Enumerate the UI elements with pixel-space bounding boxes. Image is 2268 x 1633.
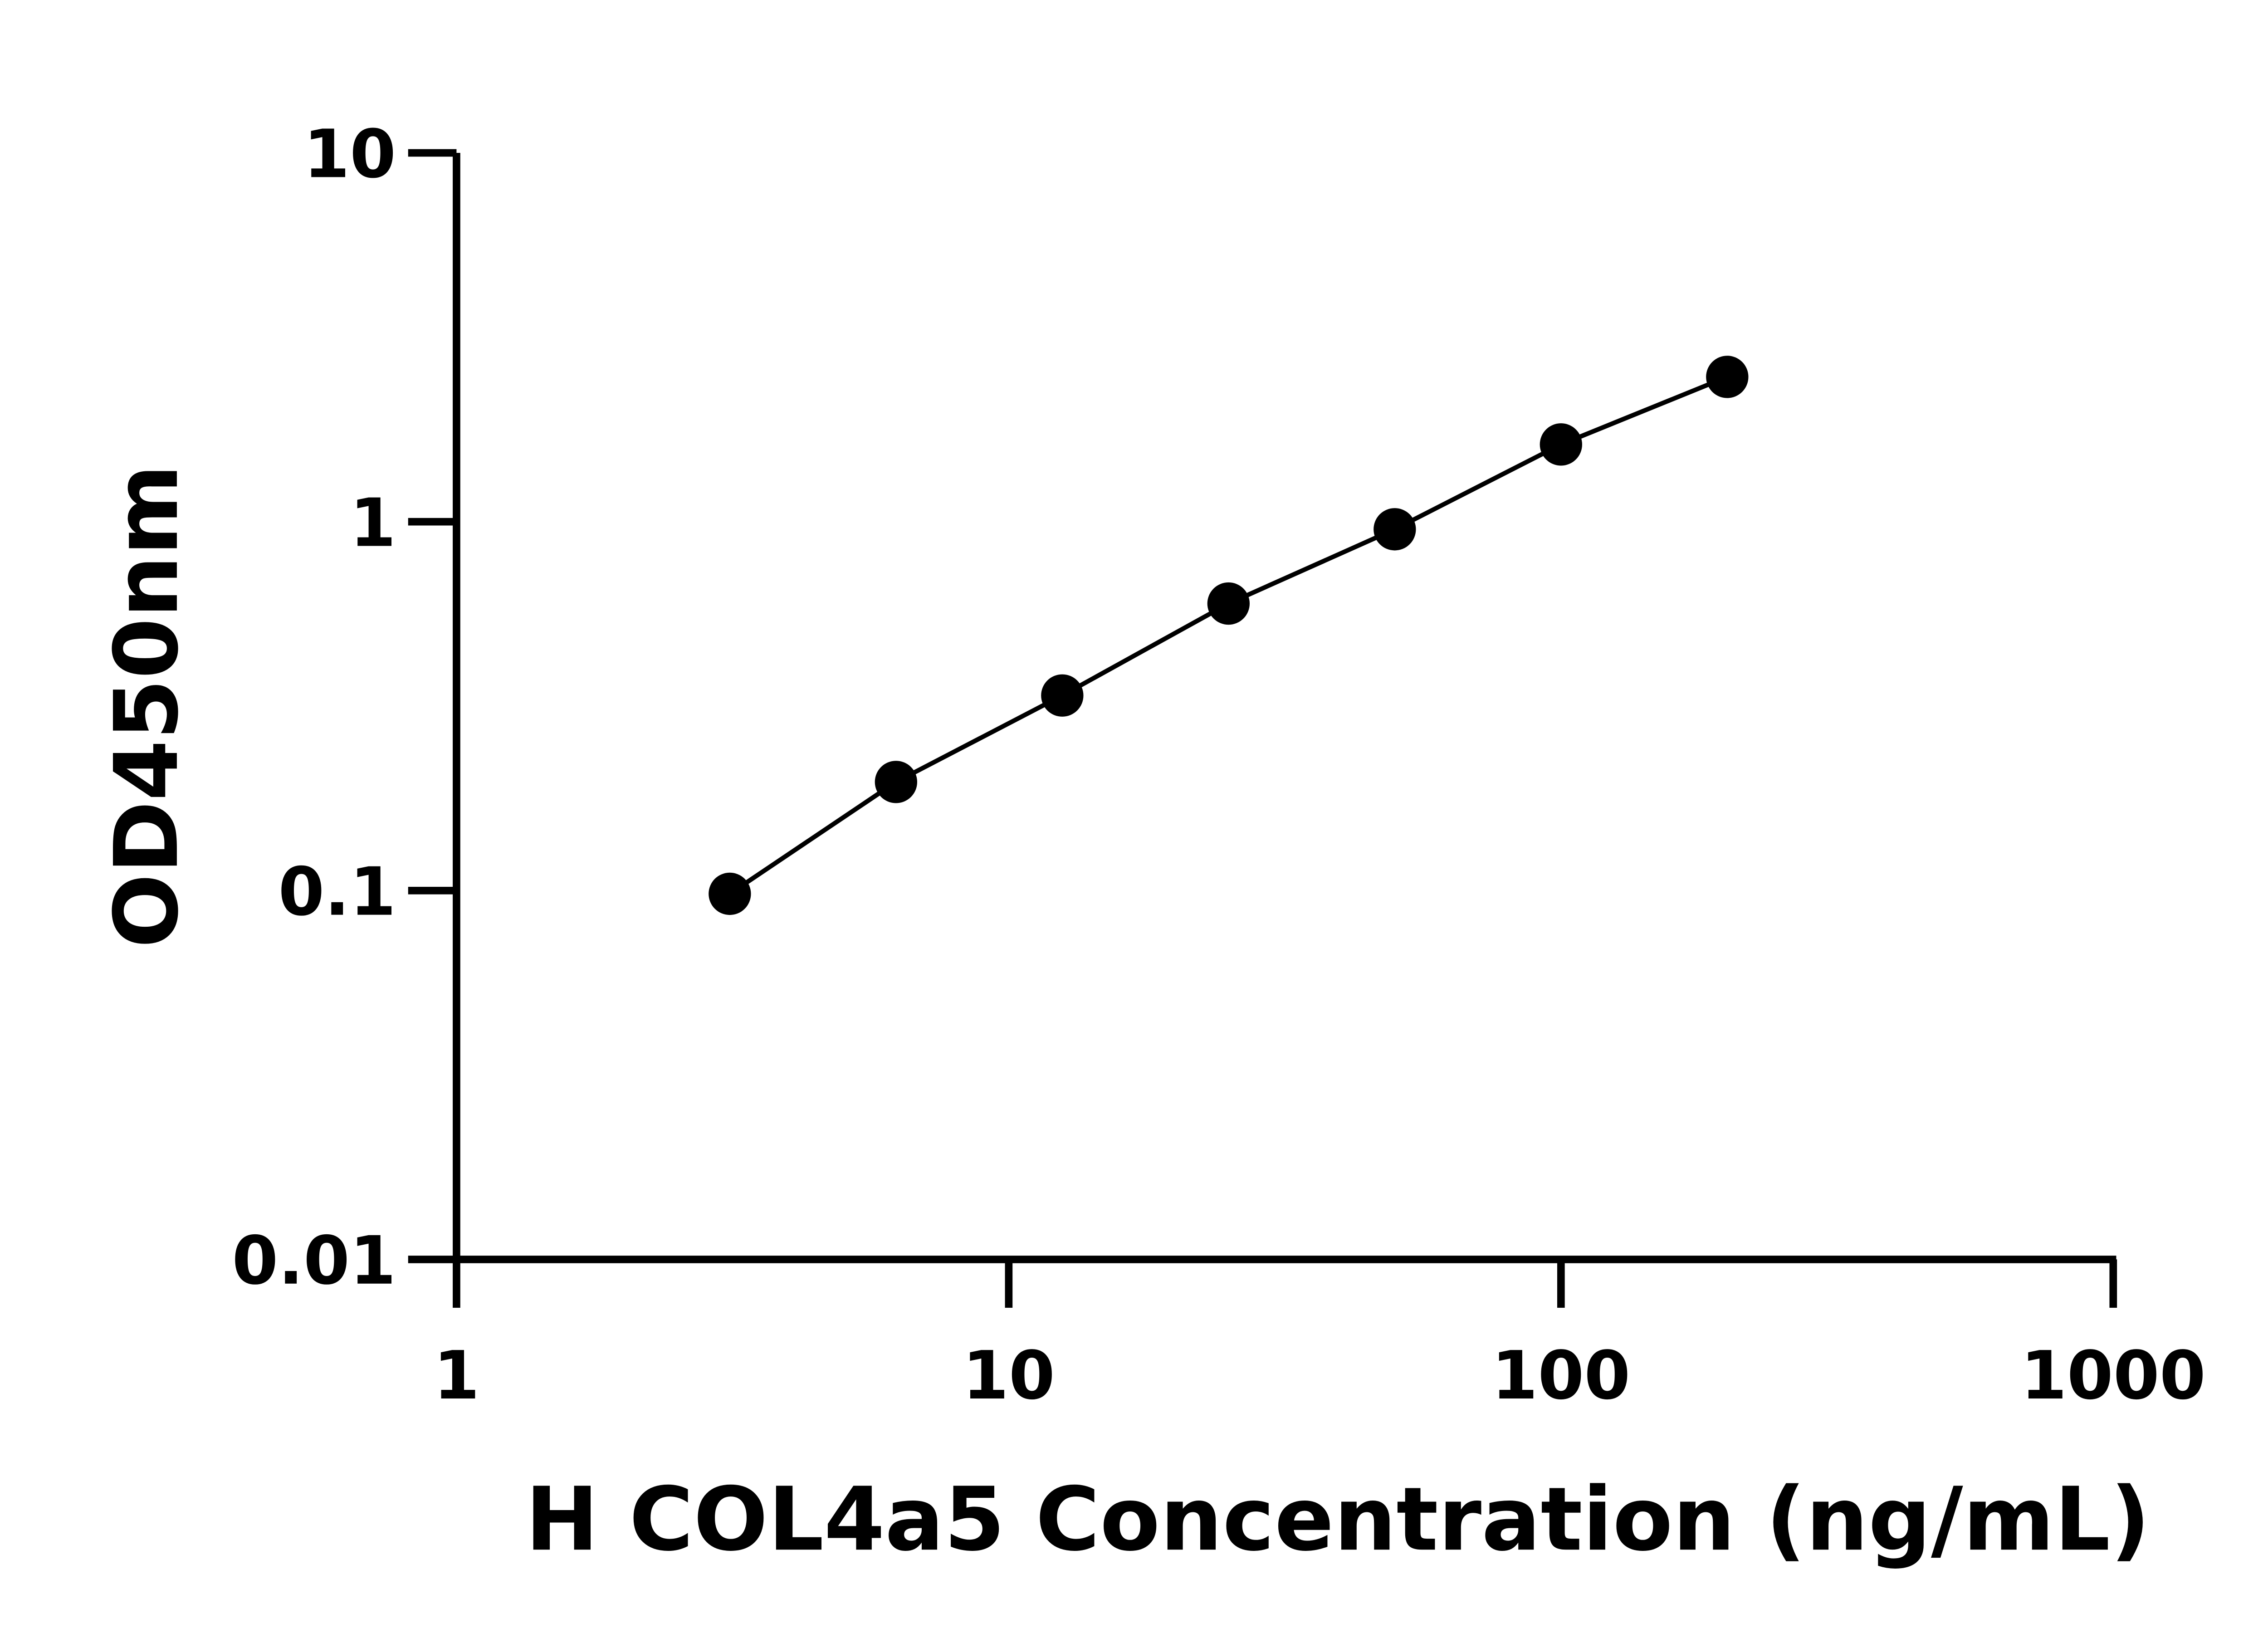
x-tick-label: 100 xyxy=(1491,1337,1630,1414)
data-point xyxy=(875,761,918,803)
y-tick-label: 0.1 xyxy=(278,853,396,931)
data-point xyxy=(1540,423,1582,466)
data-point xyxy=(1706,356,1749,398)
data-point xyxy=(1041,674,1084,717)
y-tick-label: 1 xyxy=(350,484,396,562)
data-point xyxy=(709,872,751,915)
plot-area xyxy=(709,356,1749,915)
y-axis-label: OD450nm xyxy=(96,464,198,948)
x-axis-label: H COL4a5 Concentration (ng/mL) xyxy=(525,1468,2151,1570)
data-point xyxy=(1374,508,1416,551)
y-tick-label: 10 xyxy=(303,115,396,193)
y-tick-label: 0.01 xyxy=(232,1222,396,1300)
x-tick-label: 10 xyxy=(963,1337,1055,1414)
data-point xyxy=(1207,582,1250,625)
axes: 1 10 100 1000 0.01 0.1 1 10 xyxy=(232,115,2205,1414)
x-tick-label: 1 xyxy=(433,1337,479,1414)
x-tick-label: 1000 xyxy=(2021,1337,2206,1414)
